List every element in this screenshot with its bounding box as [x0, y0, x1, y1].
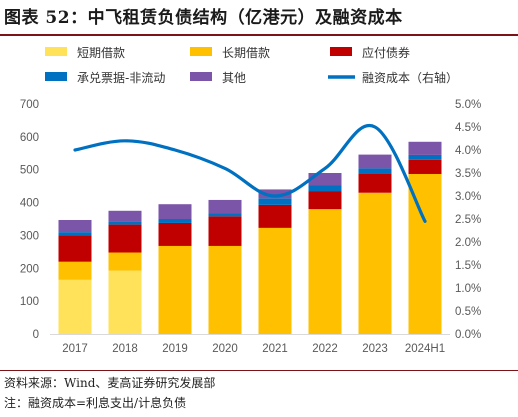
y2-tick-label: 1.5%	[455, 260, 481, 272]
y2-tick-label: 1.0%	[455, 283, 481, 295]
bar-segment	[208, 216, 242, 246]
bar-segment	[308, 173, 342, 186]
y2-tick-label: 4.0%	[455, 145, 481, 157]
x-tick-label: 2021	[262, 343, 288, 355]
y2-tick-label: 0.0%	[455, 329, 481, 341]
y2-tick-label: 3.0%	[455, 191, 481, 203]
y2-tick-label: 2.5%	[455, 214, 481, 226]
x-tick-label: 2018	[112, 343, 138, 355]
y-tick-label: 700	[20, 99, 39, 111]
bar-segment	[58, 279, 92, 334]
legend-swatch	[330, 47, 352, 56]
bar-segment	[108, 224, 142, 253]
y-tick-label: 100	[20, 296, 39, 308]
y-tick-label: 500	[20, 165, 39, 177]
legend-label: 短期借款	[77, 46, 125, 60]
legend-swatch	[190, 72, 212, 81]
bar-segment	[108, 252, 142, 271]
bar-segment	[408, 154, 442, 160]
legend-swatch	[45, 47, 67, 56]
x-tick-label: 2019	[162, 343, 188, 355]
y-tick-label: 0	[33, 329, 39, 341]
bar-segment	[158, 222, 192, 246]
bar-segment	[58, 219, 92, 233]
y-tick-label: 600	[20, 132, 39, 144]
legend-swatch	[45, 72, 67, 81]
y-tick-label: 300	[20, 230, 39, 242]
bar-segment	[358, 168, 392, 174]
bar-segment	[308, 185, 342, 192]
y2-tick-label: 0.5%	[455, 306, 481, 318]
bar-segment	[58, 261, 92, 280]
x-tick-label: 2020	[212, 343, 238, 355]
bar-segment	[408, 141, 442, 155]
x-tick-label: 2023	[362, 343, 388, 355]
bar-segment	[408, 173, 442, 334]
legend-label: 应付债券	[362, 45, 410, 60]
bar-segment	[158, 245, 192, 334]
bar-segment	[58, 235, 92, 262]
bar-segment	[58, 232, 92, 236]
source-note: 资料来源：Wind、麦高证券研究发展部	[4, 376, 216, 390]
legend-label: 承兑票据-非流动	[77, 71, 165, 85]
chart-title: 图表 52：中飞租赁负债结构（亿港元）及融资成本	[4, 8, 403, 28]
bar-segment	[358, 154, 392, 169]
bar-segment	[158, 219, 192, 223]
bar-segment	[208, 199, 242, 214]
bar-segment	[258, 204, 292, 228]
financing-cost-line	[73, 123, 427, 223]
bar-segment	[208, 213, 242, 217]
y-tick-label: 200	[20, 263, 39, 275]
bar-segment	[208, 245, 242, 334]
x-tick-label: 2017	[62, 343, 88, 355]
bar-segment	[158, 204, 192, 219]
legend-label: 其他	[222, 71, 246, 85]
bar-segment	[308, 191, 342, 210]
bar-segment	[258, 198, 292, 205]
bar-segment	[258, 189, 292, 199]
bar-segment	[408, 159, 442, 174]
bar-segment	[258, 227, 292, 334]
footer-divider	[0, 370, 518, 371]
bar-segment	[358, 192, 392, 334]
bar-segment	[108, 221, 142, 225]
formula-note: 注：融资成本=利息支出/计息负债	[4, 396, 187, 410]
y2-tick-label: 2.0%	[455, 237, 481, 249]
bar-segment	[108, 270, 142, 334]
title-divider	[0, 34, 518, 36]
x-tick-label: 2022	[312, 343, 338, 355]
bar-segment	[108, 210, 142, 222]
legend-label: 长期借款	[222, 46, 270, 60]
bar-segment	[308, 209, 342, 334]
y2-tick-label: 5.0%	[455, 99, 481, 111]
y-tick-label: 400	[20, 198, 39, 210]
y2-tick-label: 3.5%	[455, 168, 481, 180]
y2-tick-label: 4.5%	[455, 122, 481, 134]
legend-swatch	[190, 47, 212, 56]
bar-segment	[358, 173, 392, 193]
x-tick-label: 2024H1	[405, 343, 445, 355]
legend-label: 融资成本（右轴）	[362, 70, 458, 85]
